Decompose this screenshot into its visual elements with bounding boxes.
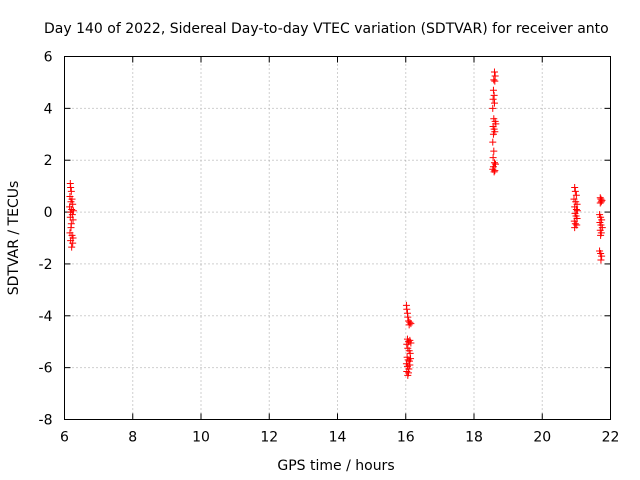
y-tick-label: -2 [39,257,53,273]
data-point-marker [489,138,497,146]
data-point-marker [490,76,498,84]
x-tick-label: 14 [329,430,347,446]
data-point-marker [489,104,497,112]
data-point-marker [407,320,415,328]
data-point-marker [571,187,579,195]
chart-title: Day 140 of 2022, Sidereal Day-to-day VTE… [44,21,609,37]
data-point-marker [598,252,606,260]
axes: 6 8 10 12 14 16 18 20 22 -8 -6 -4 -2 0 2 4 6 [39,50,620,446]
data-point-marker [406,361,414,369]
data-points [66,68,606,379]
data-point-marker [490,147,498,155]
data-point-marker [572,191,580,199]
data-point-marker [407,339,415,347]
data-point-marker [407,355,415,363]
data-point-marker [403,305,411,313]
x-tick-label: 6 [60,430,69,446]
data-point-marker [403,368,411,376]
data-point-marker [597,231,605,239]
data-point-marker [68,243,76,251]
data-point-marker [69,239,77,247]
data-point-marker [571,220,579,228]
grid-lines [64,56,611,420]
data-point-marker [597,256,605,264]
y-tick-label: -6 [39,361,53,377]
x-tick-label: 12 [260,430,278,446]
y-tick-label: 6 [44,50,53,66]
x-tick-label: 8 [128,430,137,446]
data-point-marker [489,86,497,94]
x-tick-label: 22 [602,430,620,446]
x-tick-label: 16 [397,430,415,446]
data-point-marker [571,183,579,191]
y-tick-label: -8 [39,413,53,429]
y-tick-label: -4 [39,309,53,325]
data-point-marker [491,77,499,85]
data-point-marker [67,224,75,232]
y-tick-label: 0 [44,205,53,221]
data-point-marker [597,198,605,206]
data-point-marker [571,224,579,232]
data-point-marker [489,130,497,138]
x-axis-label: GPS time / hours [277,458,394,474]
data-point-marker [490,68,498,76]
data-point-marker [490,168,498,176]
data-point-marker [490,159,498,167]
data-point-marker [403,340,411,348]
data-point-marker [491,167,499,175]
data-point-marker [67,183,75,191]
data-point-marker [406,318,414,326]
plot-frame [64,56,611,420]
x-tick-label: 20 [533,430,551,446]
data-point-marker [596,199,604,207]
data-point-marker [489,95,497,103]
data-point-marker [490,91,498,99]
data-point-marker [69,216,77,224]
data-point-marker [67,187,75,195]
data-point-marker [404,313,412,321]
x-tick-label: 10 [192,430,210,446]
y-tick-label: 2 [44,153,53,169]
data-point-marker [489,154,497,162]
data-point-marker [404,369,412,377]
x-tick-label: 18 [465,430,483,446]
data-point-marker [490,99,498,107]
data-point-marker [572,205,580,213]
y-tick-label: 4 [44,101,53,117]
y-axis-label: SDTVAR / TECUs [6,181,22,296]
